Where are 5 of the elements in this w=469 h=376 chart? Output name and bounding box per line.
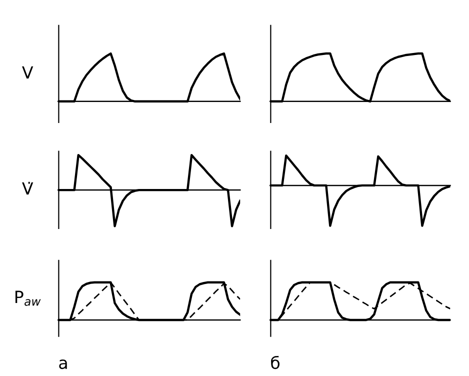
x-axis-title: б	[271, 356, 280, 370]
y-axis-title: V̇	[22, 182, 34, 194]
y-axis-title: V	[22, 66, 34, 78]
x-axis-title: а	[59, 359, 67, 370]
y-axis-title: P$_{aw}$	[15, 290, 41, 306]
